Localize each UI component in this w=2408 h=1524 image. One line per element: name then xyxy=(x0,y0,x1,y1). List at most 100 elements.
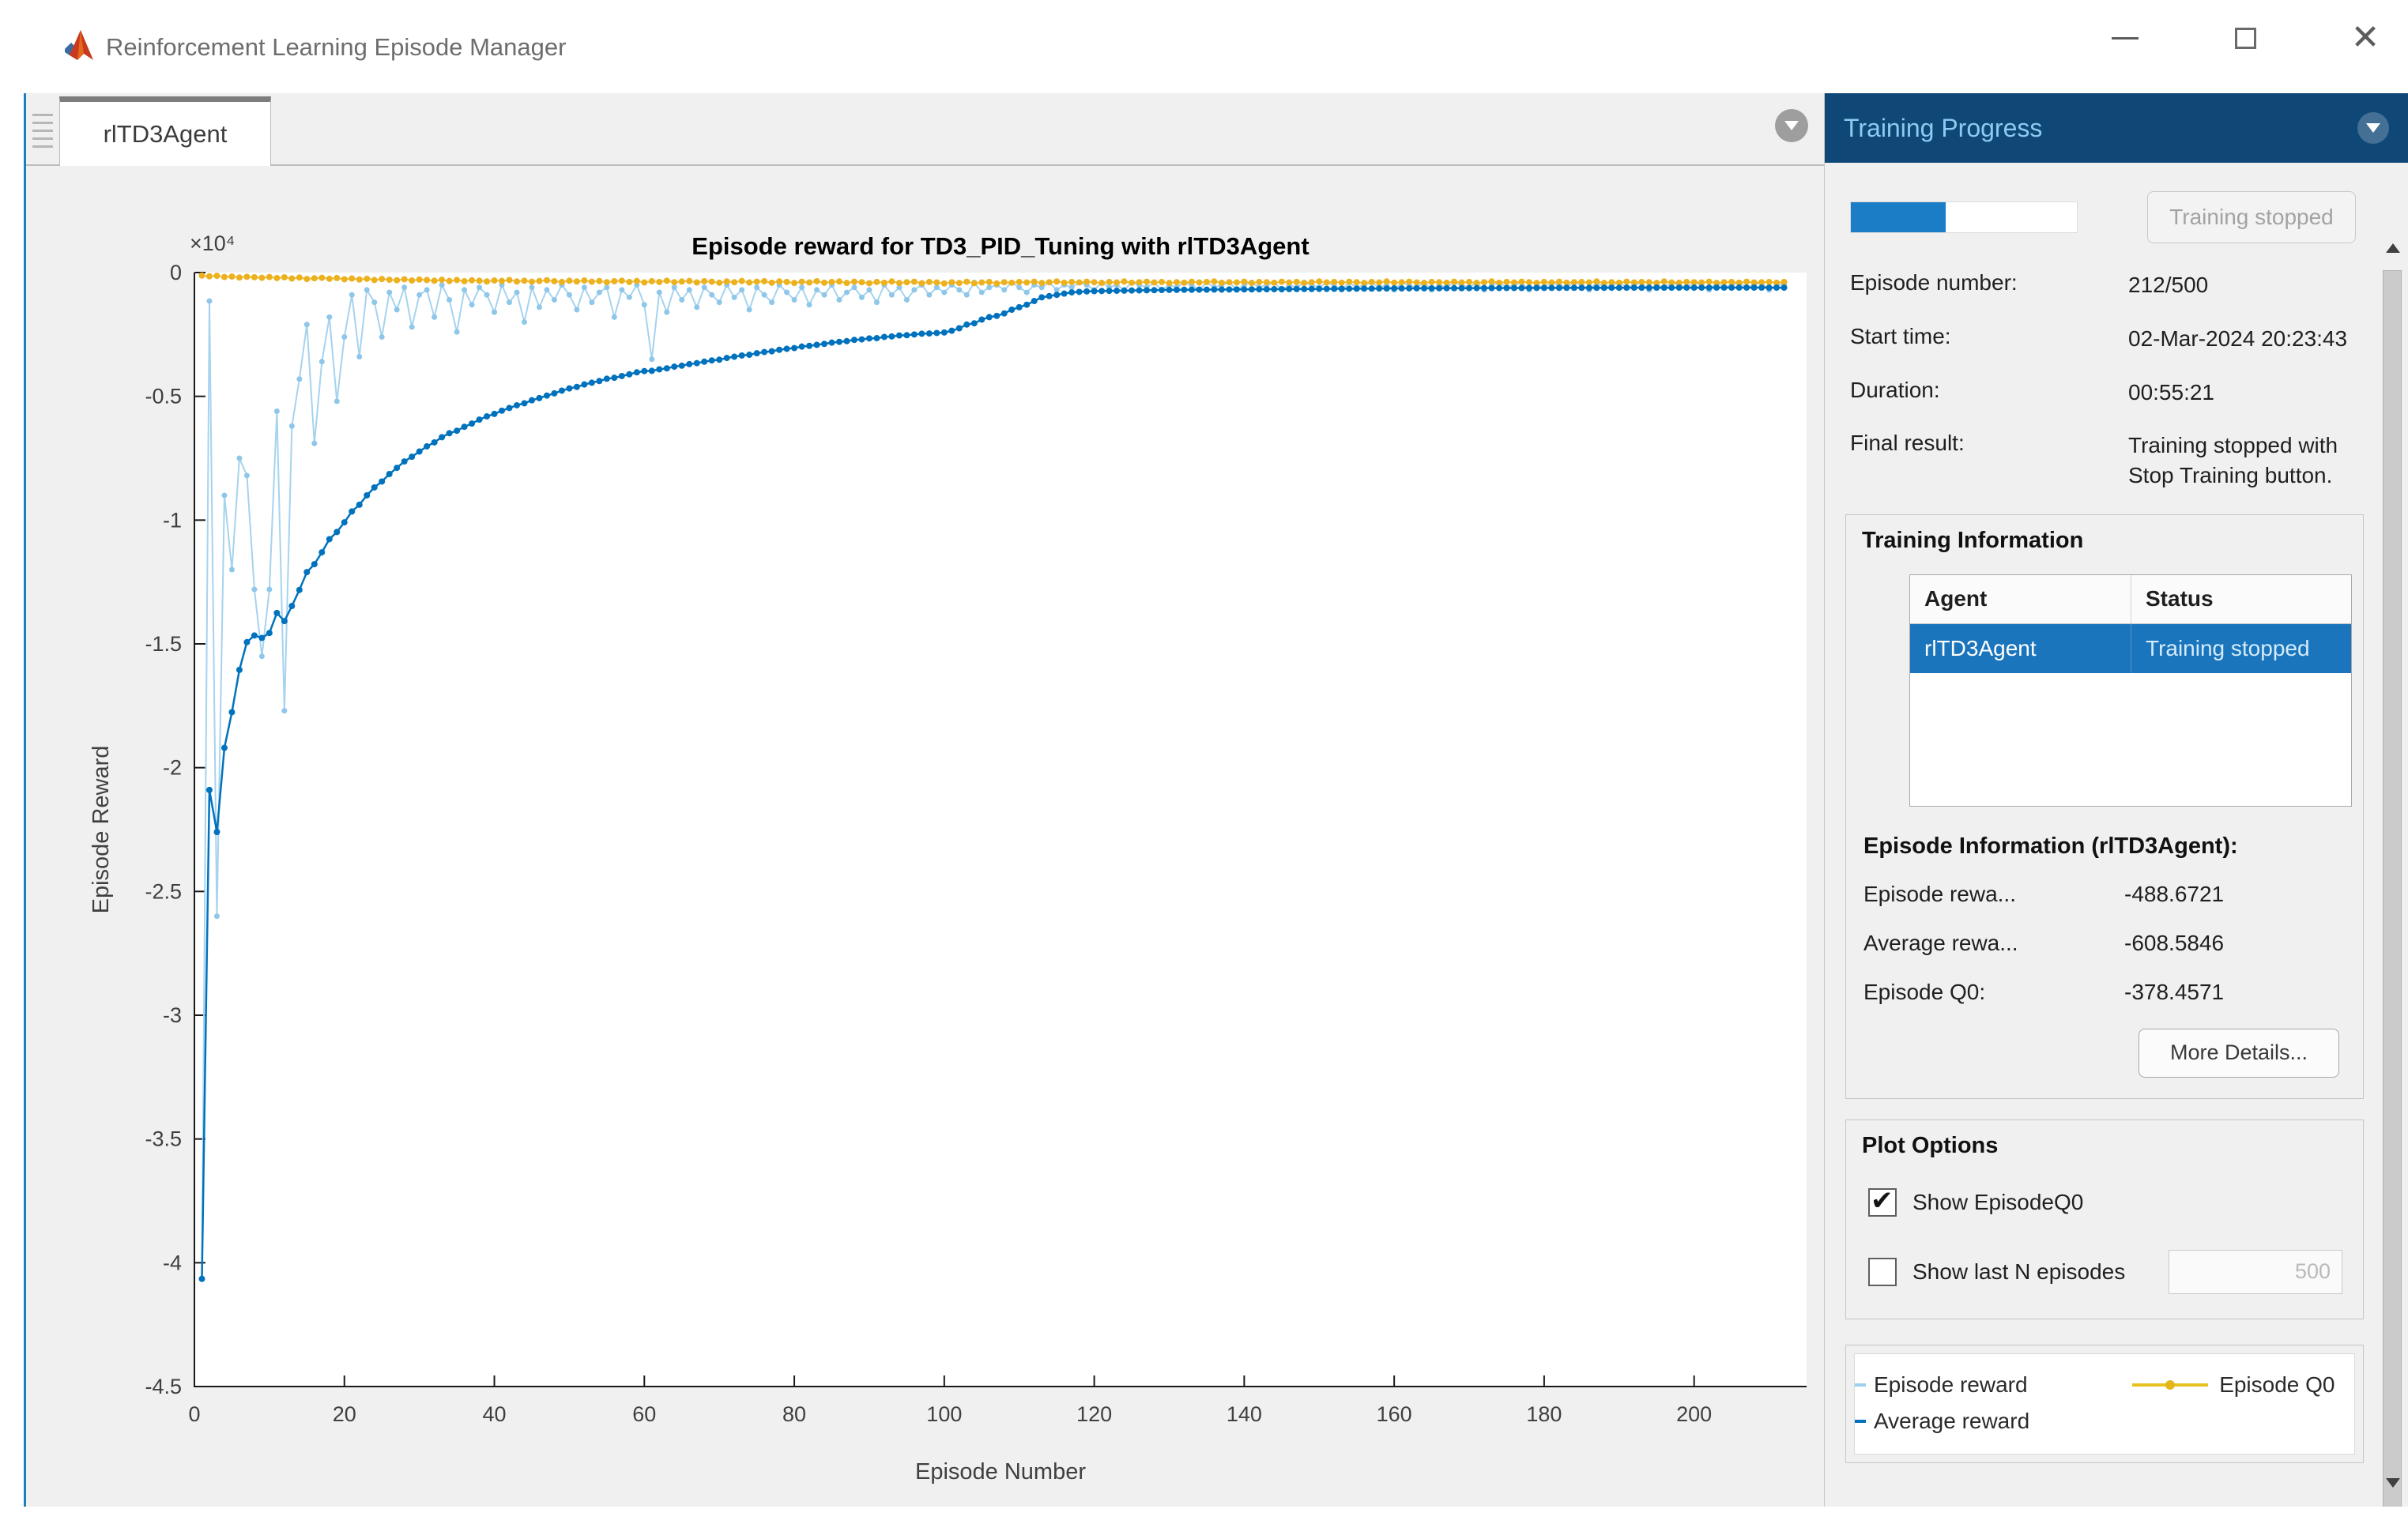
tab-rltd3agent[interactable]: rlTD3Agent xyxy=(59,96,271,166)
svg-text:-1: -1 xyxy=(163,508,182,532)
training-stopped-button: Training stopped xyxy=(2147,191,2356,243)
svg-text:-1.5: -1.5 xyxy=(145,632,182,656)
app-content: rlTD3Agent Episode reward for TD3_PID_Tu… xyxy=(24,93,2408,1507)
show-episodeq0-checkbox[interactable] xyxy=(1868,1185,1897,1217)
duration-row: Duration: 00:55:21 xyxy=(1850,378,2364,408)
svg-text:-4.5: -4.5 xyxy=(145,1375,182,1398)
episode-q0-line-icon xyxy=(2132,1379,2209,1390)
final-result-value: Training stopped with Stop Training butt… xyxy=(2128,433,2338,488)
svg-text:×10⁴: ×10⁴ xyxy=(190,231,235,255)
show-episodeq0-row: Show EpisodeQ0 xyxy=(1868,1180,2347,1225)
svg-text:-3: -3 xyxy=(163,1003,182,1027)
svg-text:-2.5: -2.5 xyxy=(145,879,182,903)
svg-text:Episode Reward: Episode Reward xyxy=(89,746,114,914)
close-icon[interactable]: ✕ xyxy=(2350,18,2380,57)
svg-text:120: 120 xyxy=(1076,1402,1112,1426)
svg-text:80: 80 xyxy=(782,1402,806,1426)
minimize-icon[interactable] xyxy=(2103,16,2147,60)
tabstrip-collapse-icon[interactable] xyxy=(1775,109,1808,142)
show-last-n-checkbox[interactable] xyxy=(1868,1257,1897,1286)
scroll-up-icon[interactable] xyxy=(2386,243,2400,253)
episode-number-value: 212/500 xyxy=(2128,273,2209,297)
plot-options-title: Plot Options xyxy=(1862,1132,1999,1158)
episode-reward-label: Episode rewa... xyxy=(1863,881,2016,906)
training-information-group: Training Information Agent Status rlTD3A… xyxy=(1845,514,2364,1099)
episode-number-row: Episode number: 212/500 xyxy=(1850,270,2364,300)
chart-legend: Episode reward Episode Q0 Average reward xyxy=(1854,1353,2355,1454)
average-reward-row: Average rewa... -608.5846 xyxy=(1863,931,2347,956)
legend-group: Episode reward Episode Q0 Average reward xyxy=(1845,1344,2364,1463)
training-progress-panel: Training Progress Training stopped Episo… xyxy=(1824,93,2408,1507)
panel-scrollbar[interactable] xyxy=(2380,235,2406,1507)
tab-label: rlTD3Agent xyxy=(103,119,228,148)
episode-q0-value: -378.4571 xyxy=(2124,979,2225,1004)
progress-fill xyxy=(1851,202,1946,232)
agent-status-table: Agent Status rlTD3Agent Training stopped xyxy=(1909,574,2352,807)
column-status: Status xyxy=(2131,574,2351,623)
more-details-button[interactable]: More Details... xyxy=(2139,1028,2339,1078)
table-header-row: Agent Status xyxy=(1910,574,2351,624)
episode-number-label: Episode number: xyxy=(1850,270,2018,295)
svg-text:20: 20 xyxy=(333,1402,356,1426)
svg-text:0: 0 xyxy=(188,1402,200,1426)
table-empty-area xyxy=(1910,672,2351,806)
show-last-n-row: Show last N episodes xyxy=(1868,1249,2347,1295)
svg-text:40: 40 xyxy=(483,1402,507,1426)
tab-strip: rlTD3Agent xyxy=(26,93,1824,166)
scrollbar-thumb[interactable] xyxy=(2383,270,2402,1507)
panel-title: Training Progress xyxy=(1844,113,2043,142)
circle-chevron-down-icon[interactable] xyxy=(2357,112,2389,144)
figure-column: rlTD3Agent Episode reward for TD3_PID_Tu… xyxy=(26,93,1824,1507)
panel-body: Training stopped Episode number: 212/500… xyxy=(1825,163,2408,1507)
average-reward-value: -608.5846 xyxy=(2124,930,2225,955)
duration-label: Duration: xyxy=(1850,377,1940,402)
episode-reward-row: Episode rewa... -488.6721 xyxy=(1863,882,2347,907)
svg-text:180: 180 xyxy=(1526,1402,1562,1426)
status-cell: Training stopped xyxy=(2131,623,2351,673)
progress-row: Training stopped xyxy=(1850,191,2364,243)
chart-svg: Episode reward for TD3_PID_Tuning with r… xyxy=(89,231,1807,1484)
episode-q0-row: Episode Q0: -378.4571 xyxy=(1863,980,2347,1005)
show-episodeq0-label: Show EpisodeQ0 xyxy=(1912,1189,2084,1214)
plot-options-group: Plot Options Show EpisodeQ0 Show last N … xyxy=(1845,1119,2364,1319)
svg-text:200: 200 xyxy=(1676,1402,1712,1426)
svg-text:Episode reward for TD3_PID_Tun: Episode reward for TD3_PID_Tuning with r… xyxy=(691,232,1309,260)
title-bar[interactable]: Reinforcement Learning Episode Manager ✕ xyxy=(0,0,2408,93)
dock-grip-icon[interactable] xyxy=(32,114,53,153)
svg-text:140: 140 xyxy=(1227,1402,1262,1426)
final-result-label: Final result: xyxy=(1850,431,1965,456)
show-last-n-label: Show last N episodes xyxy=(1912,1259,2126,1284)
svg-text:-0.5: -0.5 xyxy=(145,385,182,408)
legend-average-reward: Average reward xyxy=(1855,1403,2132,1439)
svg-text:60: 60 xyxy=(632,1402,656,1426)
legend-episode-q0: Episode Q0 xyxy=(2132,1367,2348,1403)
start-time-label: Start time: xyxy=(1850,323,1951,348)
start-time-row: Start time: 02-Mar-2024 20:23:43 xyxy=(1850,324,2364,354)
agent-cell: rlTD3Agent xyxy=(1924,635,2037,660)
scroll-down-icon[interactable] xyxy=(2386,1478,2400,1488)
panel-header: Training Progress xyxy=(1825,93,2408,163)
table-row[interactable]: rlTD3Agent Training stopped xyxy=(1910,623,2351,673)
episode-reward-value: -488.6721 xyxy=(2124,881,2225,906)
svg-text:-3.5: -3.5 xyxy=(145,1127,182,1151)
svg-text:-2: -2 xyxy=(163,756,182,780)
final-result-row: Final result: Training stopped with Stop… xyxy=(1850,431,2364,491)
svg-text:-4: -4 xyxy=(163,1251,182,1274)
training-chart: Episode reward for TD3_PID_Tuning with r… xyxy=(26,166,1824,1507)
episode-information-title: Episode Information (rlTD3Agent): xyxy=(1863,833,2238,859)
column-agent: Agent xyxy=(1924,586,1988,611)
duration-value: 00:55:21 xyxy=(2128,379,2214,405)
average-reward-line-icon xyxy=(1855,1419,1866,1423)
last-n-episodes-input xyxy=(2169,1249,2342,1294)
training-progress-bar xyxy=(1850,201,2078,233)
training-information-title: Training Information xyxy=(1862,527,2084,553)
svg-text:Episode Number: Episode Number xyxy=(915,1459,1086,1484)
svg-text:100: 100 xyxy=(926,1402,962,1426)
start-time-value: 02-Mar-2024 20:23:43 xyxy=(2128,325,2348,351)
maximize-icon[interactable] xyxy=(2223,16,2267,60)
legend-episode-reward: Episode reward xyxy=(1855,1367,2132,1403)
svg-text:160: 160 xyxy=(1377,1402,1412,1426)
average-reward-label: Average rewa... xyxy=(1863,930,2018,955)
episode-q0-label: Episode Q0: xyxy=(1863,979,1986,1004)
matlab-logo xyxy=(65,30,93,60)
